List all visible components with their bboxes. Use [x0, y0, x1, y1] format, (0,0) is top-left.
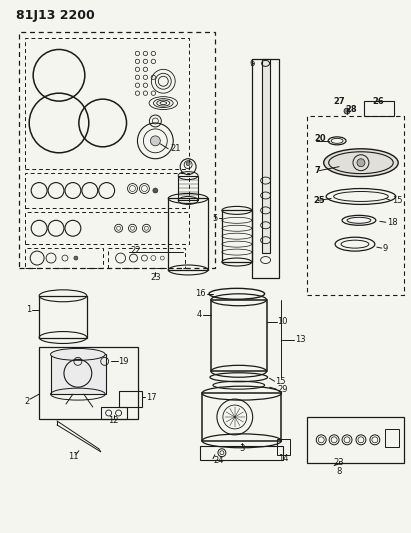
Text: 21: 21: [170, 144, 181, 154]
Text: 81J13 2200: 81J13 2200: [16, 9, 95, 22]
Bar: [25, 212, 189, 244]
Bar: [252, 59, 279, 278]
Bar: [19, 31, 215, 268]
Bar: [178, 175, 198, 200]
Text: 5: 5: [212, 214, 218, 223]
Text: 27: 27: [333, 96, 345, 106]
Text: 28: 28: [345, 104, 357, 114]
Text: 2: 2: [24, 397, 29, 406]
Text: 15: 15: [392, 196, 402, 205]
Text: 17: 17: [146, 393, 157, 401]
Text: 4: 4: [197, 310, 202, 319]
Bar: [101, 407, 127, 419]
Text: 24: 24: [213, 456, 224, 465]
Bar: [277, 439, 291, 455]
Bar: [119, 391, 143, 407]
Circle shape: [74, 256, 78, 260]
Circle shape: [153, 188, 158, 193]
Text: 12: 12: [109, 416, 119, 425]
Text: 13: 13: [296, 335, 306, 344]
Text: 1: 1: [26, 305, 31, 314]
Text: 3: 3: [239, 445, 245, 453]
Bar: [307, 417, 404, 463]
Bar: [39, 296, 87, 337]
Ellipse shape: [324, 149, 398, 176]
Text: 19: 19: [119, 357, 129, 366]
Bar: [200, 446, 284, 459]
Text: 25: 25: [313, 196, 325, 205]
Bar: [211, 300, 267, 372]
Bar: [108, 248, 185, 268]
Text: 29: 29: [277, 385, 288, 394]
Text: 6: 6: [249, 59, 255, 68]
Text: 15: 15: [275, 377, 286, 386]
Circle shape: [344, 108, 350, 114]
Bar: [39, 348, 139, 419]
Bar: [25, 173, 189, 208]
Text: 22: 22: [131, 246, 141, 255]
Text: 23: 23: [150, 273, 161, 282]
Bar: [25, 37, 189, 168]
Circle shape: [186, 161, 190, 166]
Text: 14: 14: [278, 454, 289, 463]
Text: 26: 26: [373, 96, 385, 106]
Bar: [168, 198, 208, 270]
Circle shape: [150, 136, 160, 146]
Text: 20: 20: [314, 134, 326, 143]
Text: 8: 8: [336, 467, 342, 476]
Bar: [202, 393, 282, 441]
Text: 9: 9: [383, 244, 388, 253]
Bar: [307, 116, 404, 295]
Ellipse shape: [51, 349, 105, 360]
Text: 11: 11: [68, 452, 78, 461]
Text: 23: 23: [334, 458, 344, 467]
Bar: [364, 101, 394, 116]
Bar: [222, 211, 252, 262]
Text: 16: 16: [195, 289, 206, 298]
Circle shape: [357, 159, 365, 167]
Bar: [51, 354, 106, 394]
Text: 18: 18: [387, 218, 397, 227]
Text: 10: 10: [277, 317, 288, 326]
Bar: [25, 248, 103, 268]
Text: 7: 7: [314, 166, 320, 175]
Bar: [385, 429, 399, 447]
Bar: [262, 59, 270, 253]
